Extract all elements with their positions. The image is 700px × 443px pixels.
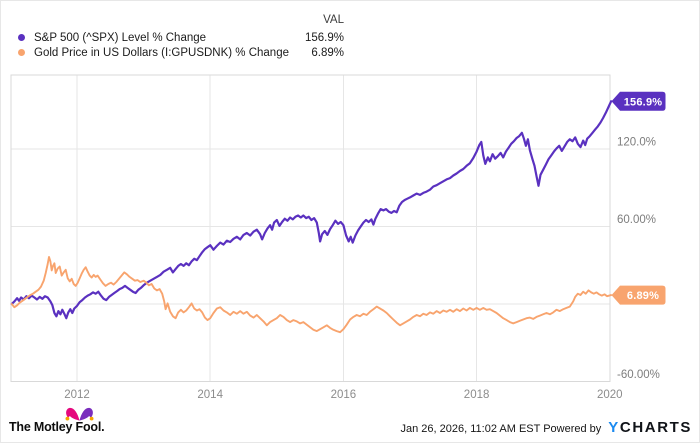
- ycharts-logo: YCHARTS: [608, 419, 692, 436]
- ycharts-charts-text: CHARTS: [619, 419, 692, 436]
- y-axis-label: 60.00%: [617, 214, 656, 226]
- legend-value-sp500: 156.9%: [304, 31, 344, 44]
- y-axis-label: 120.0%: [617, 137, 656, 149]
- plot-area: [10, 74, 611, 382]
- legend-item-sp500: S&P 500 (^SPX) Level % Change 156.9%: [1, 30, 344, 45]
- sp500-line: [10, 100, 613, 320]
- sp500-series-dot-icon: [18, 34, 25, 41]
- gold-series-dot-icon: [18, 49, 25, 56]
- gold-badge-shape: [611, 285, 666, 305]
- gold-badge-label: 6.89%: [627, 290, 659, 302]
- gold-value-badge: 6.89%: [611, 285, 666, 305]
- legend-label-sp500: S&P 500 (^SPX) Level % Change: [34, 31, 207, 44]
- motley-fool-wordmark: The Motley Fool.: [9, 420, 105, 434]
- x-axis-label: 2014: [197, 389, 223, 401]
- legend-item-gold: Gold Price in US Dollars (I:GPUSDNK) % C…: [1, 45, 344, 60]
- x-axis-label: 2018: [464, 389, 490, 401]
- timestamp-text: Jan 26, 2026, 11:02 AM EST Powered by: [400, 423, 602, 435]
- gridlines: [11, 75, 611, 382]
- legend-val-header: VAL: [323, 14, 344, 26]
- x-axis-label: 2016: [331, 389, 357, 401]
- x-axis-label: 2020: [597, 389, 623, 401]
- legend-label-gold: Gold Price in US Dollars (I:GPUSDNK) % C…: [34, 46, 289, 59]
- gold-line: [10, 255, 613, 334]
- legend-value-gold: 6.89%: [311, 46, 344, 59]
- chart-attribution: Jan 26, 2026, 11:02 AM EST Powered by YC…: [401, 419, 693, 436]
- x-axis-label: 2012: [64, 389, 90, 401]
- ycharts-y-glyph: Y: [608, 419, 620, 436]
- sp500-value-badge: 156.9%: [611, 91, 666, 111]
- sp500-badge-label: 156.9%: [624, 96, 663, 108]
- y-axis-label: -60.00%: [617, 369, 660, 381]
- jester-hat-icon: [65, 407, 94, 421]
- axis-labels: 2012 2014 2016 2018 2020 120.0% 60.00% -60.00%: [64, 137, 660, 402]
- sp500-badge-shape: [611, 91, 666, 111]
